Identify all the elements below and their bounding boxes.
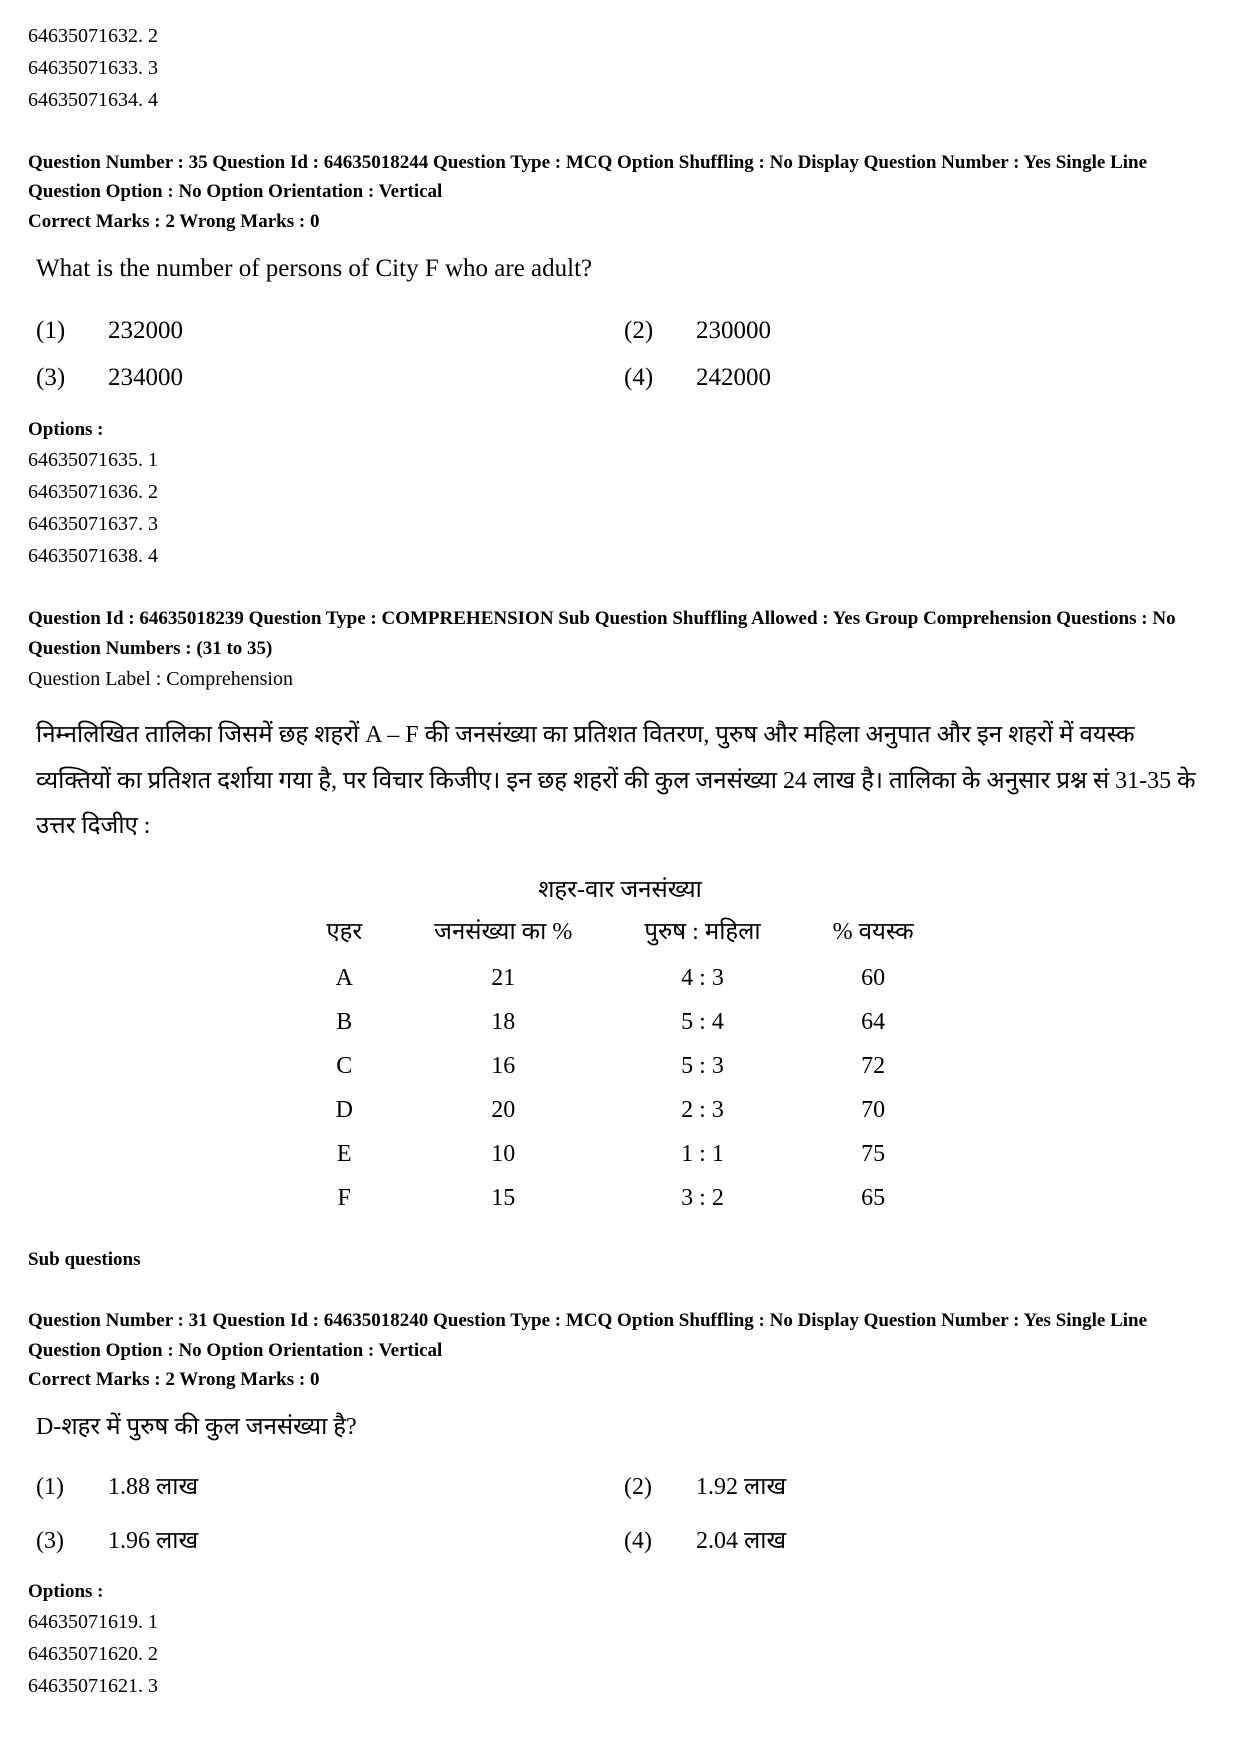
option-id: 64635071621. 3 xyxy=(28,1670,1212,1702)
option-id: 64635071638. 4 xyxy=(28,540,1212,572)
option-number: (4) xyxy=(624,1523,696,1559)
table-cell: 60 xyxy=(797,956,950,1000)
table-cell: 20 xyxy=(398,1088,608,1132)
option-number: (4) xyxy=(624,359,696,397)
table-cell: B xyxy=(290,1000,398,1044)
sub-questions-label: Sub questions xyxy=(28,1246,1212,1275)
table-cell: 10 xyxy=(398,1132,608,1176)
option-1[interactable]: (1) 232000 xyxy=(36,312,624,350)
options-label: Options : xyxy=(28,415,1212,444)
option-id: 64635071619. 1 xyxy=(28,1606,1212,1638)
answer-options: (1) 1.88 लाख (2) 1.92 लाख (3) 1.96 लाख (… xyxy=(36,1469,1212,1559)
comp-label: Question Label : Comprehension xyxy=(28,663,1212,695)
table-cell: F xyxy=(290,1176,398,1220)
table-cell: 65 xyxy=(797,1176,950,1220)
answer-options: (1) 232000 (2) 230000 (3) 234000 (4) 242… xyxy=(36,312,1212,397)
option-2[interactable]: (2) 230000 xyxy=(624,312,1212,350)
option-id: 64635071633. 3 xyxy=(28,52,1212,84)
table-row: F153 : 265 xyxy=(290,1176,949,1220)
table-cell: 16 xyxy=(398,1044,608,1088)
table-row: D202 : 370 xyxy=(290,1088,949,1132)
table-row: A214 : 360 xyxy=(290,956,949,1000)
question-marks: Correct Marks : 2 Wrong Marks : 0 xyxy=(28,1365,1212,1394)
question-text: D-शहर में पुरुष की कुल जनसंख्या है? xyxy=(36,1409,1212,1445)
table-cell: E xyxy=(290,1132,398,1176)
option-4[interactable]: (4) 2.04 लाख xyxy=(624,1523,1212,1559)
option-value: 2.04 लाख xyxy=(696,1523,786,1559)
comp-passage: निम्नलिखित तालिका जिसमें छह शहरों A – F … xyxy=(36,713,1204,850)
table-cell: 2 : 3 xyxy=(608,1088,796,1132)
table-cell: 1 : 1 xyxy=(608,1132,796,1176)
option-value: 242000 xyxy=(696,359,771,397)
table-cell: 21 xyxy=(398,956,608,1000)
question-meta: Question Number : 31 Question Id : 64635… xyxy=(28,1306,1212,1365)
comp-numbers: Question Numbers : (31 to 35) xyxy=(28,634,1212,663)
option-3[interactable]: (3) 234000 xyxy=(36,359,624,397)
option-number: (2) xyxy=(624,1469,696,1505)
col-city: एहर xyxy=(290,910,398,956)
table-row: C165 : 372 xyxy=(290,1044,949,1088)
option-id: 64635071632. 2 xyxy=(28,20,1212,52)
prev-option-ids: 64635071632. 2 64635071633. 3 6463507163… xyxy=(28,20,1212,116)
col-ratio: पुरुष : महिला xyxy=(608,910,796,956)
table-cell: 18 xyxy=(398,1000,608,1044)
option-value: 1.92 लाख xyxy=(696,1469,786,1505)
option-value: 234000 xyxy=(108,359,183,397)
option-number: (2) xyxy=(624,312,696,350)
option-number: (3) xyxy=(36,359,108,397)
option-2[interactable]: (2) 1.92 लाख xyxy=(624,1469,1212,1505)
option-id: 64635071637. 3 xyxy=(28,508,1212,540)
option-id: 64635071635. 1 xyxy=(28,444,1212,476)
option-ids-list: 64635071635. 1 64635071636. 2 6463507163… xyxy=(28,444,1212,572)
table-cell: C xyxy=(290,1044,398,1088)
question-31: Question Number : 31 Question Id : 64635… xyxy=(28,1306,1212,1702)
option-4[interactable]: (4) 242000 xyxy=(624,359,1212,397)
comprehension-block: Question Id : 64635018239 Question Type … xyxy=(28,604,1212,1274)
option-value: 1.88 लाख xyxy=(108,1469,198,1505)
option-1[interactable]: (1) 1.88 लाख xyxy=(36,1469,624,1505)
col-adult-pct: % वयस्क xyxy=(797,910,950,956)
question-35: Question Number : 35 Question Id : 64635… xyxy=(28,148,1212,572)
table-cell: 5 : 4 xyxy=(608,1000,796,1044)
table-row: E101 : 175 xyxy=(290,1132,949,1176)
option-value: 230000 xyxy=(696,312,771,350)
table-header-row: एहर जनसंख्या का % पुरुष : महिला % वयस्क xyxy=(290,910,949,956)
question-text: What is the number of persons of City F … xyxy=(36,250,1212,288)
option-id: 64635071620. 2 xyxy=(28,1638,1212,1670)
option-value: 1.96 लाख xyxy=(108,1523,198,1559)
question-meta: Question Number : 35 Question Id : 64635… xyxy=(28,148,1212,207)
option-number: (3) xyxy=(36,1523,108,1559)
option-id: 64635071634. 4 xyxy=(28,84,1212,116)
table-cell: 64 xyxy=(797,1000,950,1044)
option-id: 64635071636. 2 xyxy=(28,476,1212,508)
table-cell: D xyxy=(290,1088,398,1132)
table-cell: 70 xyxy=(797,1088,950,1132)
table-title: शहर-वार जनसंख्या xyxy=(28,872,1212,908)
comp-meta: Question Id : 64635018239 Question Type … xyxy=(28,604,1212,633)
table-cell: 15 xyxy=(398,1176,608,1220)
option-value: 232000 xyxy=(108,312,183,350)
option-number: (1) xyxy=(36,1469,108,1505)
table-cell: 5 : 3 xyxy=(608,1044,796,1088)
table-cell: 3 : 2 xyxy=(608,1176,796,1220)
table-cell: 75 xyxy=(797,1132,950,1176)
question-marks: Correct Marks : 2 Wrong Marks : 0 xyxy=(28,207,1212,236)
table-cell: 72 xyxy=(797,1044,950,1088)
table-cell: 4 : 3 xyxy=(608,956,796,1000)
options-label: Options : xyxy=(28,1577,1212,1606)
population-table: एहर जनसंख्या का % पुरुष : महिला % वयस्क … xyxy=(290,910,949,1220)
option-ids-list: 64635071619. 1 64635071620. 2 6463507162… xyxy=(28,1606,1212,1702)
col-population-pct: जनसंख्या का % xyxy=(398,910,608,956)
option-number: (1) xyxy=(36,312,108,350)
option-3[interactable]: (3) 1.96 लाख xyxy=(36,1523,624,1559)
table-row: B185 : 464 xyxy=(290,1000,949,1044)
table-cell: A xyxy=(290,956,398,1000)
